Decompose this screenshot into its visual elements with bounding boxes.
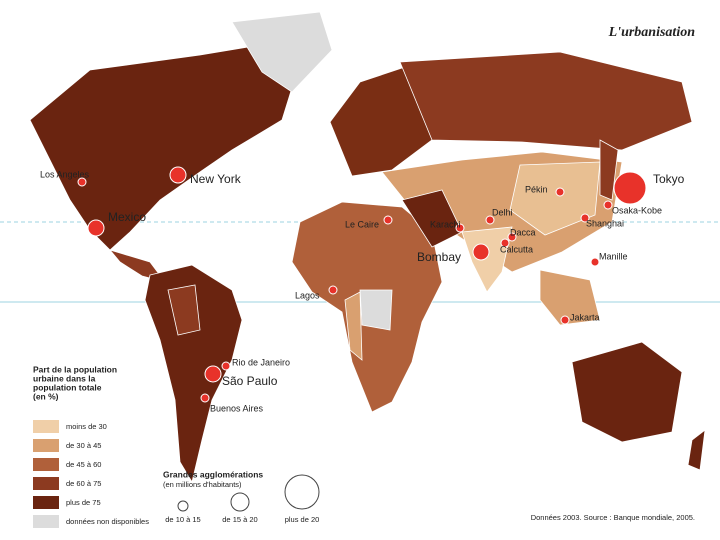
city-label: Karachi [430,219,461,229]
city-bubble [472,243,490,261]
south-america [144,264,243,484]
city-label: Jakarta [570,312,600,322]
city-bubble [560,315,570,325]
africa-central [344,291,363,361]
australia [571,341,683,443]
city-bubble [221,361,231,371]
cities: Los Angeles New York Mexico Le Caire Karachi… [40,166,685,413]
legend-label: de 45 à 60 [66,460,101,469]
city-label: Los Angeles [40,169,90,179]
map-title: L'urbanisation [608,25,696,40]
legend-title: urbaine dans la [33,373,96,383]
legend-swatch [33,496,59,509]
city-bubble [580,213,590,223]
legend-label: moins de 30 [66,422,107,431]
legend-swatch [33,477,59,490]
bubble-label: de 15 à 20 [222,515,257,524]
china [509,161,601,236]
city-bubble [169,166,187,184]
city-label: Lagos [295,290,320,300]
city-bubble [200,393,210,403]
city-bubble [87,219,105,237]
legend-label: de 60 à 75 [66,479,101,488]
bubble-medium [230,492,250,512]
north-america [29,44,301,251]
city-label: São Paulo [222,374,278,388]
bubble-large [284,474,320,510]
legend-title: (en %) [33,391,59,401]
city-bubble [204,365,222,383]
bubble-legend-title: Grandes agglomérations [163,469,263,479]
city-label: Rio de Janeiro [232,357,290,367]
city-bubble [507,232,517,242]
city-label: Dacca [510,227,536,237]
bubble-small [177,500,189,512]
new-zealand [687,429,706,471]
india [461,226,513,293]
city-bubble [500,238,510,248]
city-label: Calcutta [500,244,533,254]
legend-label: plus de 75 [66,498,101,507]
legend-label: données non disponibles [66,517,149,526]
city-bubble [555,187,565,197]
city-label: Pékin [525,184,548,194]
legend-swatch [33,458,59,471]
bubble-label: plus de 20 [285,515,320,524]
bubble-legend-subtitle: (en millions d'habitants) [163,480,242,489]
land [29,11,706,484]
japan [599,139,619,201]
legend-swatch [33,439,59,452]
city-label: Tokyo [653,172,685,186]
city-bubble [77,177,87,187]
source: Données 2003. Source : Banque mondiale, … [531,513,695,522]
city-label: Manille [599,251,628,261]
city-bubble [590,257,600,267]
city-label: Le Caire [345,219,379,229]
city-bubble [383,215,393,225]
city-label: Buenos Aires [210,403,264,413]
bubble-label: de 10 à 15 [165,515,200,524]
city-bubble [485,215,495,225]
city-bubble [613,171,647,205]
legend-swatch [33,420,59,433]
africa-no-data [359,289,393,331]
greenland [231,11,333,93]
city-label: Shanghai [586,218,624,228]
city-label: New York [190,172,242,186]
andes [167,284,201,336]
city-label: Bombay [417,250,461,264]
legend-swatch [33,515,59,528]
south-east-asia [539,269,601,326]
city-label: Mexico [108,210,146,224]
legend-title: Part de la population [33,364,117,374]
city-label: Delhi [492,207,513,217]
russia [399,51,693,151]
city-bubble [603,200,613,210]
city-label: Osaka-Kobe [612,205,662,215]
city-bubble [455,223,465,233]
legend-label: de 30 à 45 [66,441,101,450]
city-bubble [328,285,338,295]
legend-title: population totale [33,382,102,392]
